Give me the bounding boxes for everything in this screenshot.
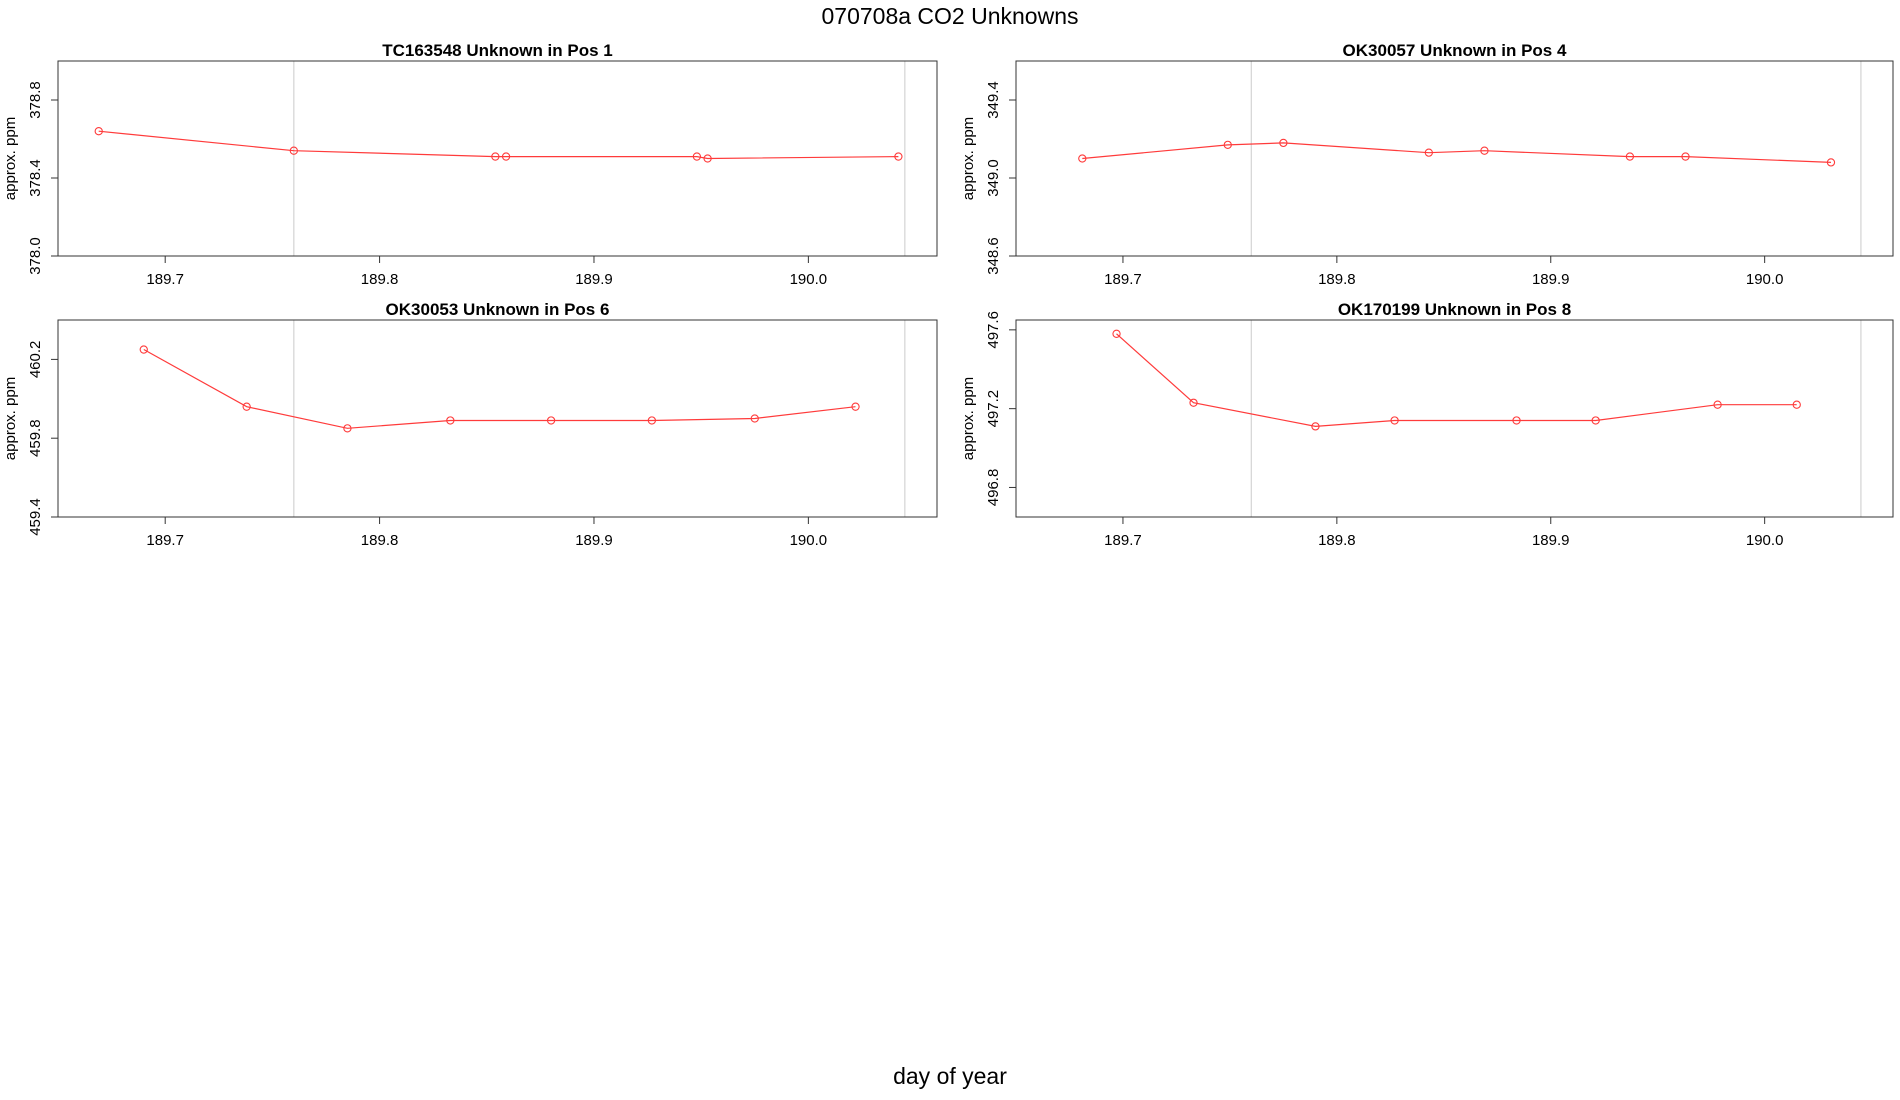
x-tick-label: 189.9 <box>1532 271 1570 288</box>
y-tick-label: 378.4 <box>27 159 44 197</box>
data-point <box>851 402 860 411</box>
y-tick-label: 378.0 <box>27 237 44 275</box>
data-point <box>703 154 712 163</box>
y-tick-label: 459.4 <box>27 498 44 536</box>
series-line <box>1082 142 1832 163</box>
data-point <box>446 416 455 425</box>
data-point <box>1826 158 1836 167</box>
data-point <box>647 416 657 425</box>
plot-frame <box>57 319 938 518</box>
chart-panel-4: OK170199 Unknown in Pos 8 189.7 189.8 189.9… <box>960 300 1894 549</box>
y-axis-label: approx. ppm <box>2 377 19 460</box>
x-tick-label: 189.9 <box>575 532 613 549</box>
x-tick-label: 190.0 <box>1746 532 1784 549</box>
series-line <box>143 348 856 429</box>
series-line <box>98 130 899 160</box>
data-point <box>1223 140 1232 149</box>
x-tick-label: 190.0 <box>790 532 828 549</box>
data-point <box>1681 152 1690 161</box>
x-tick-label: 189.9 <box>575 271 613 288</box>
data-point <box>1311 422 1320 431</box>
data-point <box>546 416 556 425</box>
data-point <box>1424 148 1433 157</box>
figure-title: 070708a CO2 Unknowns <box>822 3 1079 29</box>
x-tick-label: 189.8 <box>1318 271 1356 288</box>
y-tick-label: 497.2 <box>985 390 1002 428</box>
data-point <box>491 152 500 161</box>
data-point <box>242 402 251 411</box>
data-point <box>139 345 148 354</box>
data-point <box>289 146 298 155</box>
plot-frame <box>57 60 938 257</box>
y-axis-label: approx. ppm <box>960 377 977 460</box>
y-axis-label: approx. ppm <box>960 117 977 200</box>
y-tick-label: 497.6 <box>985 311 1002 349</box>
panel-title: OK170199 Unknown in Pos 8 <box>1338 300 1571 319</box>
chart-panel-2: OK30057 Unknown in Pos 4 189.7 189.8 189.9 1… <box>960 41 1894 288</box>
y-axis-label: approx. ppm <box>2 117 19 200</box>
y-tick-label: 459.8 <box>27 419 44 457</box>
data-point <box>1390 416 1399 425</box>
y-tick-label: 349.0 <box>985 159 1002 197</box>
chart-panel-1: TC163548 Unknown in Pos 1 189.7 189.8 189.9… <box>2 41 938 288</box>
x-tick-label: 190.0 <box>1746 271 1784 288</box>
x-tick-label: 189.7 <box>1104 271 1142 288</box>
chart-panels: TC163548 Unknown in Pos 1 189.7 189.8 189.9… <box>2 41 1894 549</box>
x-tick-label: 189.7 <box>146 271 184 288</box>
data-point <box>894 152 903 161</box>
x-tick-label: 189.8 <box>361 271 399 288</box>
data-point <box>94 127 103 136</box>
panel-title: OK30053 Unknown in Pos 6 <box>386 300 610 319</box>
plot-frame <box>1015 319 1894 518</box>
chart-panel-3: OK30053 Unknown in Pos 6 189.7 189.8 189.9 1… <box>2 300 938 549</box>
x-tick-label: 189.8 <box>1318 532 1356 549</box>
data-point <box>1713 400 1722 409</box>
data-point <box>1078 154 1087 163</box>
x-tick-label: 189.9 <box>1532 532 1570 549</box>
data-point <box>343 424 352 433</box>
y-tick-label: 378.8 <box>27 81 44 119</box>
data-point <box>1279 138 1288 148</box>
panel-title: OK30057 Unknown in Pos 4 <box>1343 41 1567 60</box>
x-tick-label: 189.8 <box>361 532 399 549</box>
data-point <box>1512 416 1521 425</box>
y-tick-label: 349.4 <box>985 81 1002 119</box>
plot-frame <box>1015 60 1894 257</box>
data-point <box>692 152 702 161</box>
y-tick-label: 460.2 <box>27 341 44 379</box>
data-point <box>1112 329 1121 338</box>
data-point <box>1625 152 1635 161</box>
data-point <box>750 414 759 423</box>
data-point <box>1189 398 1198 407</box>
data-point <box>1792 400 1801 409</box>
series-line <box>1116 333 1797 428</box>
figure-xlabel: day of year <box>893 1063 1007 1089</box>
panel-title: TC163548 Unknown in Pos 1 <box>382 41 613 60</box>
x-tick-label: 189.7 <box>146 532 184 549</box>
data-point <box>1591 416 1600 425</box>
x-tick-label: 189.7 <box>1104 532 1142 549</box>
y-tick-label: 496.8 <box>985 469 1002 507</box>
data-point <box>501 152 511 161</box>
data-point <box>1480 146 1489 155</box>
x-tick-label: 190.0 <box>790 271 828 288</box>
y-tick-label: 348.6 <box>985 237 1002 275</box>
